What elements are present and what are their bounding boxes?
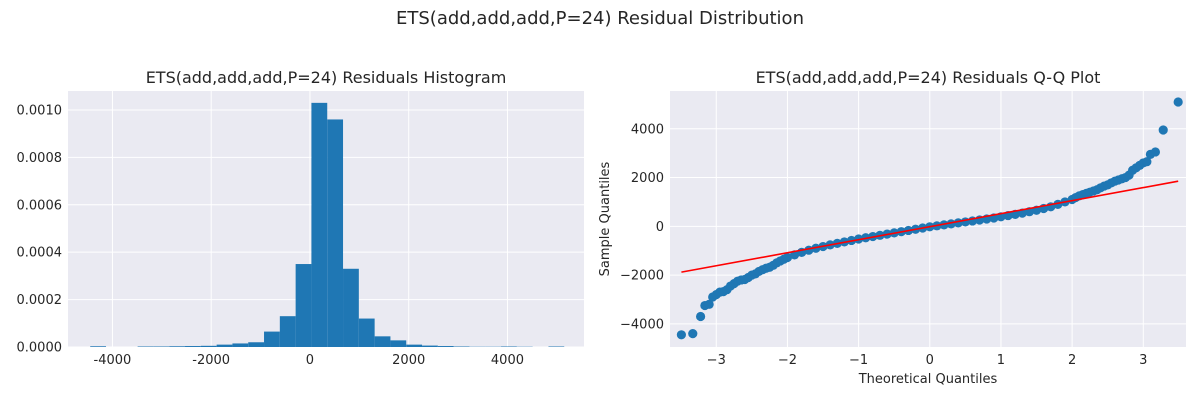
y-tick-label: 0.0004 [17, 246, 63, 261]
qq-point [704, 299, 714, 309]
histogram-bar [185, 346, 201, 347]
y-tick-label: 0 [656, 220, 664, 235]
y-tick-label: 4000 [631, 122, 664, 137]
qq-y-ticks: −4000 −2000 0 2000 4000 [620, 122, 664, 332]
y-tick-label: 0.0006 [17, 198, 63, 213]
x-tick-label: 3 [1139, 353, 1147, 368]
histogram-bar [422, 345, 438, 347]
qq-point [676, 330, 686, 340]
x-tick-label: 0 [926, 353, 934, 368]
qq-fit-line [681, 180, 1179, 273]
histogram-x-ticks: -4000 -2000 0 2000 4000 [94, 353, 524, 368]
qq-point [1142, 157, 1152, 167]
y-tick-label: 0.0008 [17, 151, 63, 166]
y-tick-label: 2000 [631, 171, 664, 186]
histogram-bar [248, 342, 265, 347]
qq-x-axis-label: Theoretical Quantiles [858, 372, 998, 387]
qq-point [696, 311, 706, 322]
x-tick-label: -4000 [94, 353, 132, 368]
qq-y-axis-label: Sample Quantiles [598, 161, 613, 276]
x-tick-label: 4000 [491, 353, 524, 368]
histogram-bar [327, 119, 344, 347]
qq-plot-panel: −3 −2 −1 0 1 2 3 −4000 −2000 0 2000 4000 ETS(add,a… [598, 68, 1186, 387]
qq-point [1158, 125, 1168, 135]
histogram-y-ticks: 0.0000 0.0002 0.0004 0.0006 0.0008 0.0010 [17, 103, 63, 355]
histogram-bar [406, 344, 423, 347]
histogram-bar [232, 343, 249, 347]
x-tick-label: −3 [707, 353, 726, 368]
histogram-bar [200, 345, 217, 347]
y-tick-label: 0.0010 [17, 103, 63, 118]
y-tick-label: −2000 [620, 269, 664, 284]
x-tick-label: 1 [997, 353, 1005, 368]
x-tick-label: 2 [1068, 353, 1076, 368]
histogram-bar [279, 316, 296, 347]
x-tick-label: 2000 [392, 353, 425, 368]
histogram-bar [374, 336, 391, 347]
x-tick-label: 0 [306, 353, 314, 368]
qq-title: ETS(add,add,add,P=24) Residuals Q-Q Plot [756, 68, 1101, 87]
histogram-bar [390, 340, 407, 347]
histogram-bar [358, 318, 375, 347]
histogram-bars [90, 102, 565, 347]
histogram-bar [90, 346, 107, 347]
histogram-bar [343, 268, 359, 347]
histogram-bar [311, 102, 328, 347]
qq-plot-area [670, 91, 1186, 347]
histogram-bar [437, 346, 454, 347]
qq-point [688, 328, 698, 339]
x-tick-label: −2 [778, 353, 797, 368]
histogram-panel: -4000 -2000 0 2000 4000 0.00000.00020.00040.… [17, 68, 584, 368]
figure-suptitle: ETS(add,add,add,P=24) Residual Distribut… [396, 8, 804, 29]
x-tick-label: -2000 [192, 353, 230, 368]
y-tick-label: 0.0002 [17, 293, 63, 308]
qq-x-ticks: −3 −2 −1 0 1 2 3 [707, 353, 1148, 368]
qq-point [1150, 147, 1160, 157]
histogram-bar [169, 346, 186, 347]
histogram-bar [216, 344, 233, 347]
histogram-bar [295, 264, 312, 347]
x-tick-label: −1 [849, 353, 868, 368]
y-tick-label: −4000 [620, 317, 664, 332]
qq-point [1173, 97, 1183, 107]
histogram-bar [264, 331, 280, 347]
qq-grid [670, 91, 1186, 347]
histogram-title: ETS(add,add,add,P=24) Residuals Histogra… [146, 68, 507, 87]
qq-point [782, 252, 793, 263]
qq-reference-line [681, 180, 1179, 273]
y-tick-label: 0.0000 [17, 341, 63, 356]
